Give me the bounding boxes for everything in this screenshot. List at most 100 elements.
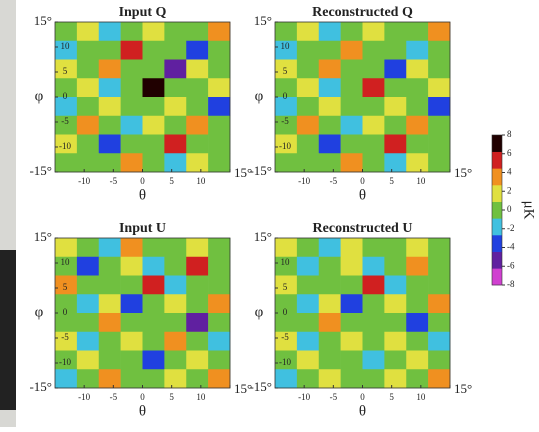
x-tick-label: 10: [416, 176, 426, 186]
heat-cell: [362, 313, 385, 333]
y-tick-label: 0: [63, 91, 68, 101]
heat-cell: [208, 313, 231, 333]
heat-cell: [406, 115, 429, 135]
heat-cell: [340, 22, 363, 42]
x-tick-label: -10: [298, 392, 310, 402]
heat-cell: [120, 369, 143, 389]
x-tick-label: 0: [140, 176, 145, 186]
colorbar-segment: [492, 185, 502, 202]
colorbar-tick-label: -8: [507, 279, 515, 289]
heat-cell: [55, 369, 78, 389]
heat-cell: [76, 115, 100, 135]
heat-cell: [186, 97, 209, 117]
heat-cell: [428, 313, 451, 333]
heat-cell: [142, 40, 165, 60]
heat-cell: [428, 78, 451, 98]
heat-cell: [384, 59, 407, 79]
heat-cell: [142, 78, 165, 98]
heat-cell: [164, 369, 187, 389]
x-tick-label: 15°: [454, 165, 472, 180]
heat-cell: [275, 275, 298, 295]
heat-cell: [142, 294, 165, 314]
heat-cell: [362, 22, 385, 42]
x-tick-label: -5: [110, 176, 118, 186]
heat-cell: [340, 369, 363, 389]
heat-cell: [120, 256, 143, 276]
heat-cell: [55, 40, 78, 60]
heat-cell: [98, 256, 121, 276]
heat-cell: [98, 369, 121, 389]
heat-cell: [142, 350, 165, 370]
heat-cell: [340, 313, 363, 333]
heat-cell: [186, 313, 209, 333]
heat-cell: [362, 256, 385, 276]
heat-cell: [275, 40, 298, 60]
heat-cell: [142, 153, 165, 173]
heat-cell: [120, 313, 143, 333]
heat-cell: [406, 275, 429, 295]
heat-cell: [296, 59, 320, 79]
heat-cell: [186, 369, 209, 389]
heat-cell: [186, 134, 209, 154]
y-tick-label: 5: [283, 282, 288, 292]
heat-cell: [275, 97, 298, 117]
y-tick-label: 10: [61, 41, 71, 51]
heat-cell: [296, 313, 320, 333]
heat-cell: [208, 40, 231, 60]
heat-cell: [164, 256, 187, 276]
heat-cell: [120, 40, 143, 60]
heat-cell: [275, 256, 298, 276]
heat-cell: [428, 331, 451, 351]
y-axis-label: φ: [255, 304, 264, 320]
heat-cell: [275, 238, 298, 258]
heat-cell: [318, 313, 341, 333]
heat-cell: [318, 22, 341, 42]
x-tick-label: -5: [330, 392, 338, 402]
heat-cell: [142, 115, 165, 135]
panel-title: Input Q: [119, 5, 167, 20]
heat-cell: [76, 313, 100, 333]
heat-cell: [186, 331, 209, 351]
heat-cell: [406, 256, 429, 276]
heat-cell: [275, 78, 298, 98]
heat-cell: [428, 97, 451, 117]
heat-cell: [340, 59, 363, 79]
heat-cell: [340, 97, 363, 117]
heat-cell: [98, 22, 121, 42]
x-tick-label: -5: [110, 392, 118, 402]
heat-cell: [296, 22, 320, 42]
heat-cell: [120, 78, 143, 98]
heat-cell: [428, 369, 451, 389]
heat-cell: [208, 97, 231, 117]
heat-cell: [428, 238, 451, 258]
heat-cell: [120, 22, 143, 42]
heat-cell: [98, 134, 121, 154]
heat-cell: [142, 97, 165, 117]
heat-cell: [296, 134, 320, 154]
heat-cell: [340, 40, 363, 60]
heat-cell: [186, 40, 209, 60]
heat-cell: [340, 134, 363, 154]
heat-cell: [164, 97, 187, 117]
y-tick-label: -5: [281, 332, 289, 342]
heat-cell: [340, 238, 363, 258]
heat-cell: [296, 40, 320, 60]
y-tick-label: -15°: [29, 379, 52, 394]
heat-cell: [142, 313, 165, 333]
y-tick-label: -5: [61, 332, 69, 342]
x-tick-label: -10: [298, 176, 310, 186]
x-tick-label: 0: [140, 392, 145, 402]
heat-cell: [428, 115, 451, 135]
heat-cell: [406, 238, 429, 258]
heat-cell: [186, 78, 209, 98]
heat-cell: [406, 97, 429, 117]
heat-cell: [275, 313, 298, 333]
heat-cell: [120, 275, 143, 295]
heat-cell: [186, 115, 209, 135]
heat-cell: [208, 256, 231, 276]
y-tick-label: -10: [279, 357, 291, 367]
colorbar-segment: [492, 168, 502, 186]
colorbar-segment: [492, 251, 502, 269]
heat-cell: [76, 350, 100, 370]
heat-cell: [76, 59, 100, 79]
